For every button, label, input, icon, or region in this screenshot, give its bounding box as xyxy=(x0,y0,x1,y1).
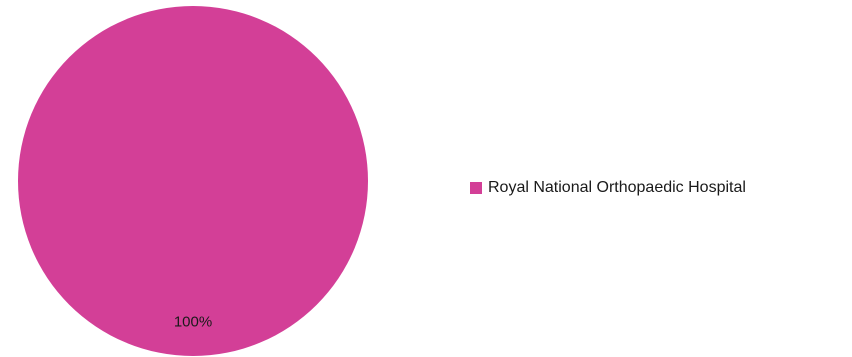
legend-swatch xyxy=(470,182,482,194)
chart-legend: Royal National Orthopaedic Hospital xyxy=(470,178,746,198)
pie-slice xyxy=(18,6,368,356)
legend-label: Royal National Orthopaedic Hospital xyxy=(488,179,746,196)
slice-data-label: 100% xyxy=(174,313,212,330)
